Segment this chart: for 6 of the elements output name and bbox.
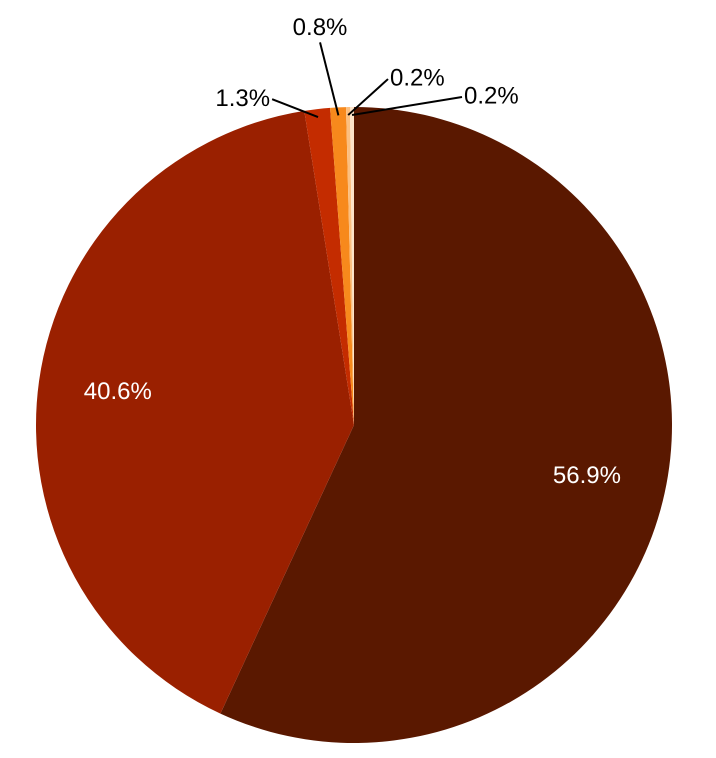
data-label: 0.8% [292, 14, 348, 42]
data-label: 40.6% [84, 378, 152, 405]
data-label: 0.2% [390, 64, 445, 92]
data-label: 1.3% [215, 84, 270, 112]
data-label: 0.2% [464, 82, 519, 110]
data-label: 56.9% [552, 462, 621, 489]
